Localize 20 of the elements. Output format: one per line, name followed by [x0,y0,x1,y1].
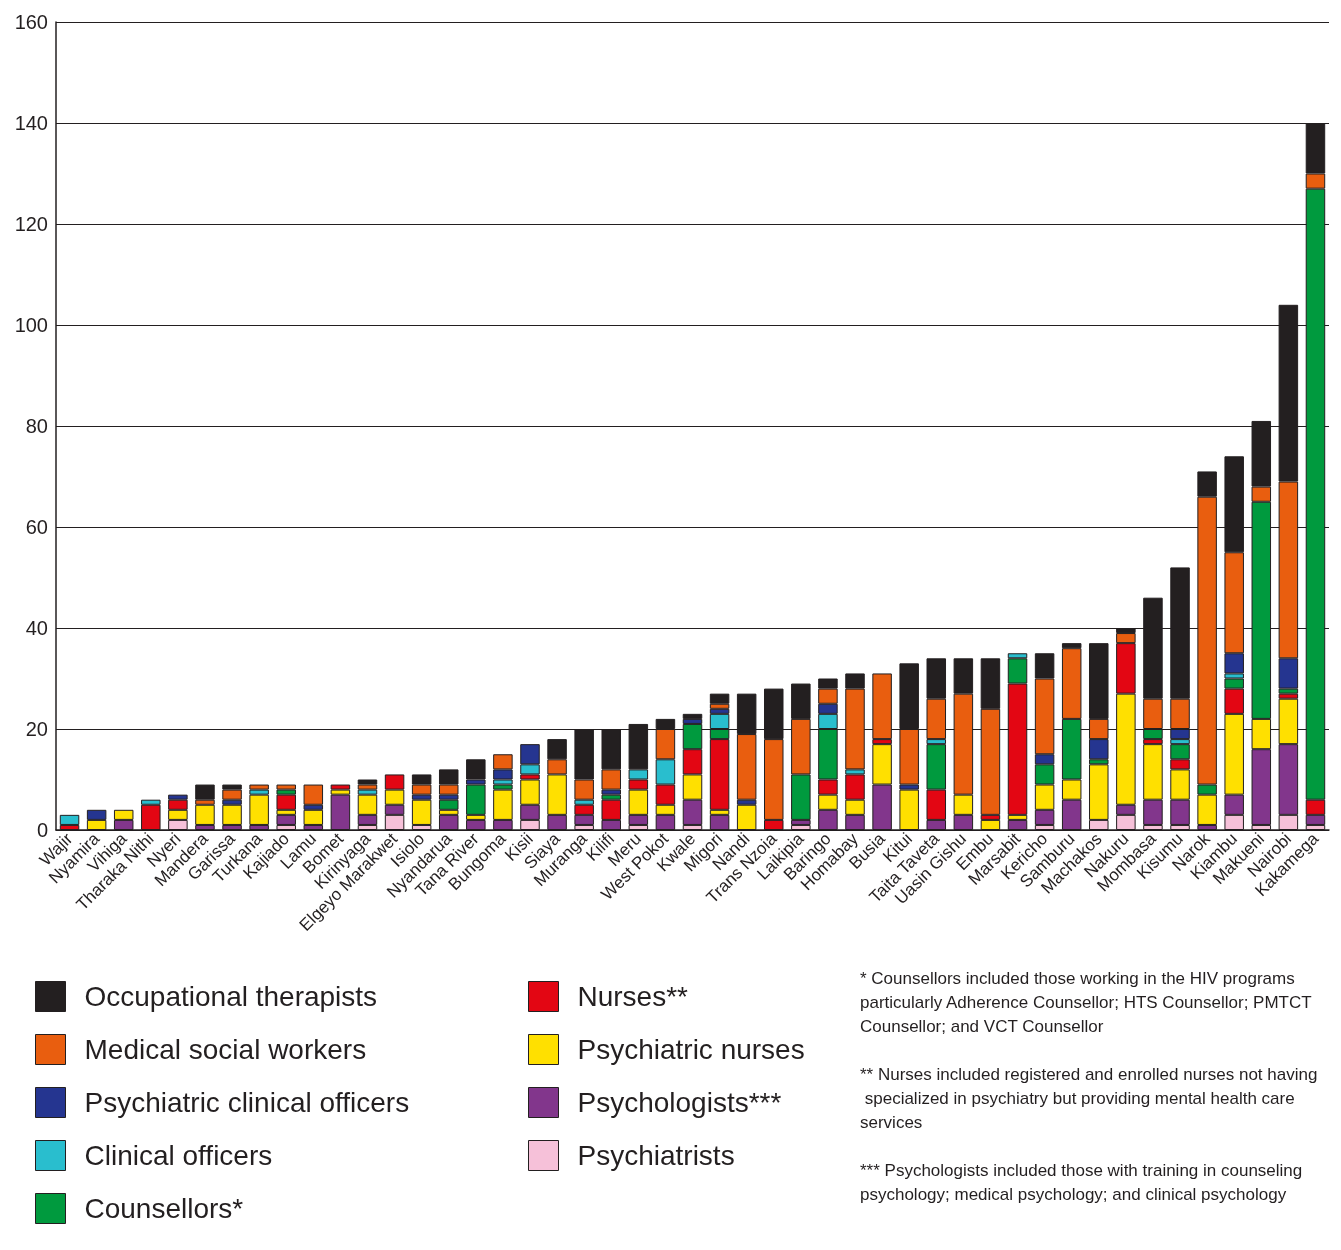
y-tick-label: 100 [14,314,48,336]
text: ** Nurses included registered and enrolled nurses not having specialized in psychiatry but providing mental health care services [860,1064,1318,1132]
y-tick-label: 160 [14,11,48,33]
text: * Counsellors included those working in the HIV programs particularly Adherence Counsellor; HTS Counsellor; PMTCT Counsellor; and VCT Counsellor [860,968,1317,1036]
y-tick-label: 20 [25,718,48,740]
legend-label: Medical social workers [84,1034,367,1065]
y-tick-label: 140 [14,112,48,134]
legend-label: Counsellors* [84,1193,244,1224]
text: *** Psychologists included those with training in counseling psychology; medical psychology; and clinical psychology [860,1160,1307,1204]
legend-label: Clinical officers [84,1140,273,1171]
legend-label: Psychologists*** [577,1087,782,1118]
legend-label: Psychiatric nurses [577,1034,805,1065]
legend-label: Occupational therapists [84,981,378,1012]
y-tick-label: 40 [25,617,48,639]
y-tick-label: 120 [14,213,48,235]
legend-label: Psychiatrists [577,1140,735,1171]
legend-label: Psychiatric clinical officers [84,1087,410,1118]
y-tick-label: 80 [25,415,48,437]
legend-label: Nurses** [577,981,689,1012]
y-tick-label: 60 [25,516,48,538]
